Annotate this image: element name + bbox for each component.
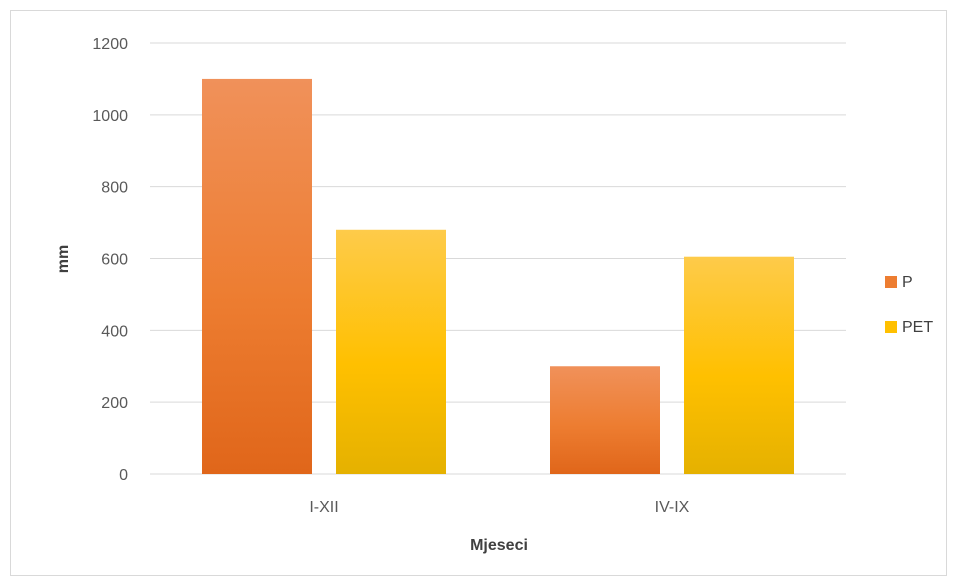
bar-p-i-xii (202, 78, 312, 475)
bars (202, 78, 794, 475)
y-tick-label: 0 (119, 467, 128, 484)
bar-p-iv-ix (550, 366, 660, 474)
legend: P PET (885, 274, 933, 336)
y-tick-label: 1200 (92, 36, 128, 53)
legend-label-p: P (902, 274, 913, 291)
x-tick-label: IV-IX (655, 499, 690, 516)
x-axis-title: Mjeseci (470, 537, 528, 554)
bar-pet-i-xii (336, 229, 446, 474)
y-tick-label: 200 (101, 395, 128, 412)
x-tick-label: I-XII (309, 499, 338, 516)
y-axis-ticks: 0 200 400 600 800 1000 1200 (92, 36, 128, 484)
y-axis-title: mm (55, 245, 72, 273)
x-axis-ticks: I-XII IV-IX (309, 499, 689, 516)
y-tick-label: 400 (101, 323, 128, 340)
y-tick-label: 600 (101, 252, 128, 269)
y-tick-label: 800 (101, 180, 128, 197)
legend-label-pet: PET (902, 319, 933, 336)
bar-pet-iv-ix (684, 256, 794, 474)
y-tick-label: 1000 (92, 108, 128, 125)
legend-swatch-p (885, 276, 897, 288)
legend-swatch-pet (885, 321, 897, 333)
